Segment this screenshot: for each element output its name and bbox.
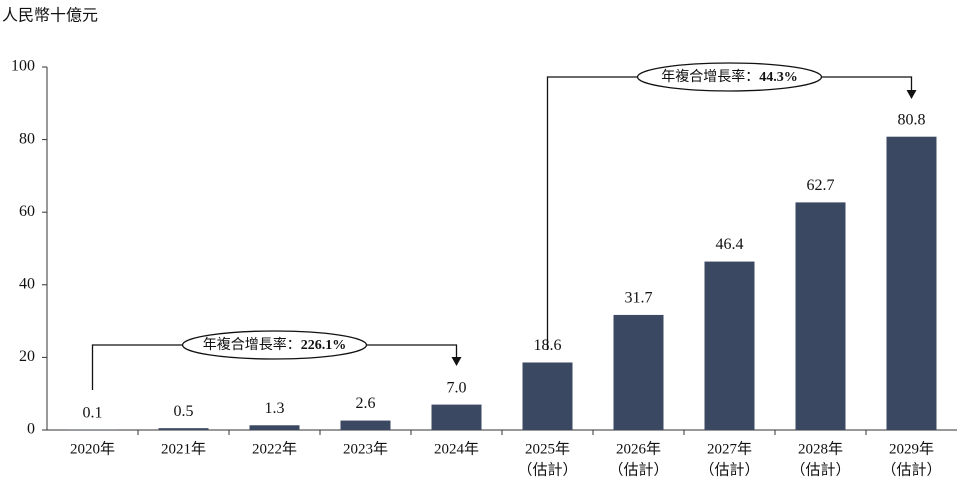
x-tick-note: （估計）	[699, 461, 759, 478]
x-tick-note: （估計）	[790, 461, 850, 478]
value-label: 7.0	[447, 379, 467, 396]
value-label: 80.8	[898, 111, 926, 128]
y-tick-label: 40	[19, 275, 35, 292]
x-tick-label: 2027年	[707, 440, 752, 457]
x-tick-note: （估計）	[608, 461, 668, 478]
value-label: 2.6	[356, 395, 376, 412]
x-tick-label: 2021年	[161, 440, 206, 457]
bar	[886, 136, 937, 431]
y-unit: 人民幣十億元	[2, 7, 98, 25]
x-tick-label: 2028年	[798, 440, 843, 457]
annotation: 年複合增長率：44.3%	[661, 68, 798, 85]
x-tick-label: 2020年	[70, 440, 115, 457]
x-tick-label: 2022年	[252, 440, 297, 457]
bar	[613, 314, 664, 430]
annotation-rate: 44.3%	[759, 70, 798, 85]
annotation-bubble	[636, 62, 823, 92]
x-tick-label: 2029年	[889, 440, 934, 457]
annotation: 年複合增長率：226.1%	[203, 336, 347, 353]
x-tick-label: 2026年	[616, 440, 661, 457]
y-tick-label: 100	[11, 58, 35, 75]
annotation-text: 年複合增長率：	[203, 336, 301, 353]
value-label: 0.1	[83, 404, 103, 421]
arrow-head	[906, 90, 917, 99]
bar	[795, 202, 846, 430]
y-tick-label: 80	[19, 130, 35, 147]
arrow-head	[451, 357, 462, 366]
value-label: 31.7	[625, 290, 653, 307]
y-tick-label: 0	[27, 421, 35, 438]
value-label: 0.5	[174, 403, 194, 420]
bar	[340, 420, 391, 430]
bar	[522, 362, 573, 430]
x-tick-label: 2024年	[434, 440, 479, 457]
x-tick-label: 2023年	[343, 440, 388, 457]
bar	[158, 428, 209, 430]
x-tick-label: 2025年	[525, 440, 570, 457]
annotation-text: 年複合增長率：	[661, 68, 759, 85]
y-tick-label: 20	[19, 348, 35, 365]
annotation-rate: 226.1%	[301, 338, 347, 353]
y-tick-label: 60	[19, 203, 35, 220]
value-label: 1.3	[265, 400, 285, 417]
bar	[431, 404, 482, 430]
bar	[704, 261, 755, 430]
x-tick-note: （估計）	[881, 461, 941, 478]
value-label: 46.4	[716, 236, 744, 253]
annotation-bubble	[181, 330, 368, 360]
x-tick-note: （估計）	[517, 461, 577, 478]
value-label: 62.7	[807, 177, 835, 194]
bar	[249, 425, 300, 430]
